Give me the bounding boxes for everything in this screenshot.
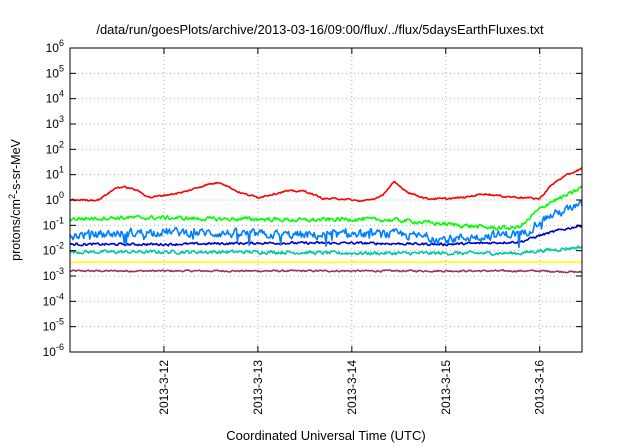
x-tick-label: 2013-3-14 bbox=[345, 360, 359, 415]
x-tick-labels: 2013-3-12 2013-3-13 2013-3-14 2013-3-15 2013… bbox=[157, 360, 547, 415]
y-tick-labels: 10-6 10-5 10-4 10-3 10-2 10-1 100 101 102 103 104 1… bbox=[43, 38, 64, 359]
y-tick-label: 104 bbox=[46, 89, 64, 106]
y-tick-label: 102 bbox=[46, 139, 64, 156]
y-tick-label: 105 bbox=[46, 63, 64, 80]
y-axis-label: protons/cm2-s-sr-MeV bbox=[7, 138, 23, 260]
series-line bbox=[69, 185, 583, 231]
y-tick-label: 100 bbox=[46, 190, 64, 207]
y-tick-label: 10-5 bbox=[43, 317, 64, 334]
x-tick-label: 2013-3-13 bbox=[251, 360, 265, 415]
chart-title: /data/run/goesPlots/archive/2013-03-16/0… bbox=[96, 22, 544, 37]
series-line bbox=[69, 167, 583, 203]
y-tick-label: 10-2 bbox=[43, 241, 64, 258]
y-tick-label: 101 bbox=[46, 165, 64, 182]
x-tick-label: 2013-3-15 bbox=[439, 360, 453, 415]
y-tick-label: 10-4 bbox=[43, 291, 64, 308]
y-tick-label: 106 bbox=[46, 38, 64, 55]
plot-frame bbox=[69, 47, 583, 353]
series-line bbox=[69, 245, 583, 257]
series-group bbox=[69, 167, 583, 274]
y-tick-label: 10-3 bbox=[43, 266, 64, 283]
series-line bbox=[69, 199, 583, 248]
y-tick-label: 10-6 bbox=[43, 342, 64, 359]
series-line bbox=[69, 260, 583, 264]
y-tick-label: 10-1 bbox=[43, 215, 64, 232]
x-axis-label: Coordinated Universal Time (UTC) bbox=[226, 428, 426, 443]
series-line bbox=[69, 269, 583, 274]
x-tick-label: 2013-3-16 bbox=[533, 360, 547, 415]
grid-lines bbox=[70, 47, 582, 353]
y-tick-label: 103 bbox=[46, 114, 64, 131]
x-tick-label: 2013-3-12 bbox=[157, 360, 171, 415]
